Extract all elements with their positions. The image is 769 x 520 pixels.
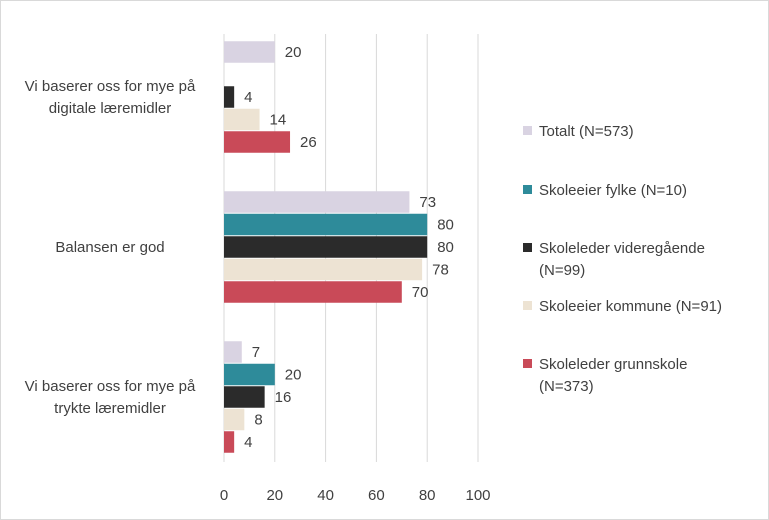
legend-label: (N=99): [539, 262, 585, 279]
bar: [224, 131, 291, 153]
bar: [224, 431, 235, 453]
bar: [224, 108, 260, 131]
bar: [224, 41, 275, 63]
legend-label: (N=373): [539, 378, 594, 395]
category-label: digitale læremidler: [49, 100, 172, 117]
bar: [224, 281, 402, 303]
data-label: 80: [437, 239, 454, 256]
legend-label: Totalt (N=573): [539, 123, 634, 140]
bar: [224, 236, 428, 258]
legend-swatch: [523, 301, 532, 310]
data-label: 16: [275, 389, 292, 406]
category-label: Vi baserer oss for mye på: [25, 378, 196, 395]
category-label: Balansen er god: [55, 239, 164, 256]
data-label: 14: [270, 112, 287, 129]
data-label: 4: [244, 89, 252, 106]
bar: [224, 213, 428, 236]
data-label: 4: [244, 434, 252, 451]
x-tick-label: 20: [266, 487, 283, 504]
legend-swatch: [523, 126, 532, 135]
bar: [224, 408, 245, 431]
x-tick-label: 100: [465, 487, 490, 504]
category-label: trykte læremidler: [54, 400, 166, 417]
legend-label: Skoleeier kommune (N=91): [539, 298, 722, 315]
data-label: 26: [300, 134, 317, 151]
data-label: 80: [437, 217, 454, 234]
data-label: 78: [432, 262, 449, 279]
data-label: 73: [419, 194, 436, 211]
legend-swatch: [523, 185, 532, 194]
bar: [224, 386, 265, 408]
bar: [224, 191, 410, 213]
data-label: 20: [285, 44, 302, 61]
bar: [224, 363, 275, 386]
bar: [224, 258, 423, 281]
x-tick-label: 60: [368, 487, 385, 504]
bar: [224, 341, 242, 363]
x-tick-label: 40: [317, 487, 334, 504]
legend-label: Skoleleder videregående: [539, 240, 705, 257]
data-label: 20: [285, 367, 302, 384]
x-tick-label: 80: [419, 487, 436, 504]
legend-swatch: [523, 243, 532, 252]
data-label: 70: [412, 284, 429, 301]
x-tick-label: 0: [220, 487, 228, 504]
data-label: 7: [252, 344, 260, 361]
legend-label: Skoleleder grunnskole: [539, 356, 687, 373]
bar: [224, 86, 235, 108]
data-label: 8: [254, 412, 262, 429]
legend-label: Skoleeier fylke (N=10): [539, 182, 687, 199]
legend-swatch: [523, 359, 532, 368]
category-label: Vi baserer oss for mye på: [25, 78, 196, 95]
